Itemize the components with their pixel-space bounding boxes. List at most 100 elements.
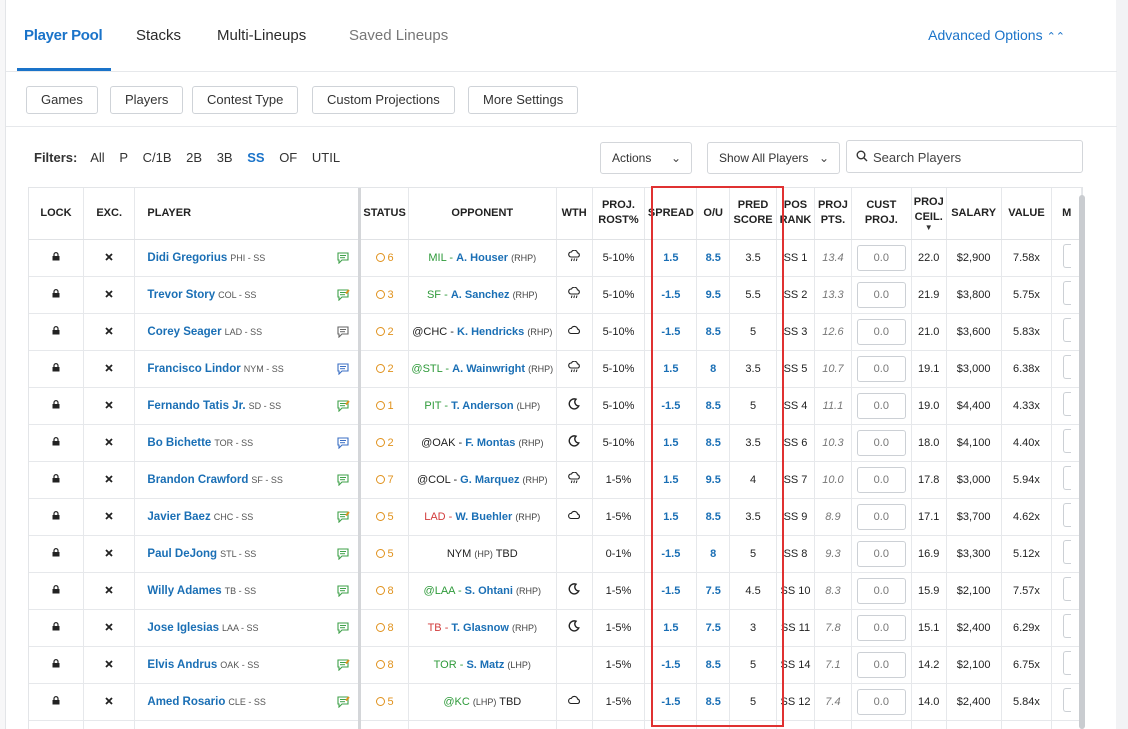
opponent-pitcher[interactable]: T. Anderson [451,399,514,412]
exclude-toggle[interactable] [83,350,136,388]
more-input[interactable] [1062,355,1071,379]
lock-icon[interactable] [52,510,60,523]
col-weather[interactable]: WTH [556,188,593,240]
col-ou[interactable]: O/U [696,188,731,240]
more-input[interactable] [1062,688,1071,712]
exclude-toggle[interactable] [83,276,136,314]
player-name[interactable]: Paul DeJong [147,547,218,560]
opponent-pitcher[interactable]: S. Matz [466,658,505,671]
filter-of[interactable]: OF [279,150,298,165]
col-proj-ceil[interactable]: PROJ CEIL. ▼ [911,188,947,240]
close-icon[interactable] [105,437,113,449]
notes-icon[interactable] [337,621,350,637]
col-exclude[interactable]: EXC. [83,188,136,240]
notes-icon[interactable] [337,658,351,674]
cust-proj-input[interactable]: 0.0 [856,355,906,382]
filter-3b[interactable]: 3B [216,150,233,165]
col-opponent[interactable]: OPPONENT [408,188,557,240]
player-name[interactable]: Willy Adames [147,584,222,597]
search-input[interactable] [873,147,1073,167]
cust-proj-input[interactable]: 0.0 [856,540,906,567]
opponent-pitcher[interactable]: A. Wainwright [452,362,526,375]
close-icon[interactable] [105,400,113,412]
lock-toggle[interactable] [29,461,84,499]
col-more[interactable]: M [1051,188,1082,240]
notes-icon[interactable] [337,436,350,452]
notes-icon[interactable] [337,325,350,341]
players-button[interactable]: Players [110,86,184,114]
lock-icon[interactable] [52,251,60,264]
player-name[interactable]: Javier Baez [147,510,211,523]
exclude-toggle[interactable] [83,683,136,721]
exclude-toggle[interactable] [83,424,136,462]
advanced-options-toggle[interactable]: Advanced Options ⌃⌃ [928,27,1065,43]
exclude-toggle[interactable] [83,239,136,277]
opponent-pitcher[interactable]: S. Ohtani [464,584,513,597]
player-name[interactable]: Fernando Tatis Jr. [147,399,246,412]
notes-icon[interactable] [337,288,351,304]
notes-icon[interactable] [337,547,350,563]
lock-toggle[interactable] [29,683,84,721]
more-input[interactable] [1062,651,1071,675]
filter-ss[interactable]: SS [247,150,265,165]
exclude-toggle[interactable] [83,609,136,647]
lock-toggle[interactable] [29,572,84,610]
opponent-pitcher[interactable]: K. Hendricks [457,325,525,338]
lock-toggle[interactable] [29,387,84,425]
lock-toggle[interactable] [29,646,84,684]
player-name[interactable]: Corey Seager [147,325,222,338]
lock-icon[interactable] [52,436,60,449]
col-salary[interactable]: SALARY [946,188,1002,240]
filter-all[interactable]: All [90,150,105,165]
close-icon[interactable] [105,511,113,523]
close-icon[interactable] [105,585,113,597]
more-input[interactable] [1062,281,1071,305]
cust-proj-input[interactable]: 0.0 [856,318,906,345]
opponent-pitcher[interactable]: T. Glasnow [451,621,509,634]
custom-projections-button[interactable]: Custom Projections [312,86,455,114]
lock-icon[interactable] [52,473,60,486]
opponent-pitcher[interactable]: A. Sanchez [450,288,510,301]
lock-toggle[interactable] [29,535,84,573]
notes-icon[interactable] [337,399,351,415]
notes-icon[interactable] [337,584,350,600]
tab-stacks[interactable]: Stacks [136,27,182,44]
player-name[interactable]: Amed Rosario [147,695,226,708]
close-icon[interactable] [105,696,113,708]
games-button[interactable]: Games [26,86,98,114]
cust-proj-input[interactable]: 0.0 [856,577,906,604]
close-icon[interactable] [105,252,113,264]
cust-proj-input[interactable]: 0.0 [856,429,906,456]
notes-icon[interactable] [337,473,350,489]
exclude-toggle[interactable] [83,572,136,610]
lock-icon[interactable] [52,695,60,708]
col-pred-score[interactable]: PRED SCORE [729,188,778,240]
player-name[interactable]: Jose Iglesias [147,621,220,634]
exclude-toggle[interactable] [83,387,136,425]
close-icon[interactable] [105,622,113,634]
lock-toggle[interactable] [29,350,84,388]
notes-icon[interactable] [337,251,350,267]
opponent-pitcher[interactable]: A. Houser [456,251,509,264]
filter-c1b[interactable]: C/1B [142,150,172,165]
more-input[interactable] [1062,540,1071,564]
close-icon[interactable] [105,326,113,338]
lock-icon[interactable] [52,621,60,634]
lock-toggle[interactable] [29,424,84,462]
close-icon[interactable] [105,363,113,375]
lock-icon[interactable] [52,584,60,597]
opponent-pitcher[interactable]: F. Montas [465,436,516,449]
lock-toggle[interactable] [29,276,84,314]
more-input[interactable] [1062,466,1071,490]
more-input[interactable] [1062,318,1071,342]
exclude-toggle[interactable] [83,646,136,684]
notes-icon[interactable] [337,510,351,526]
col-spread[interactable]: SPREAD [644,188,698,240]
col-status[interactable]: STATUS [359,188,409,240]
lock-toggle[interactable] [29,609,84,647]
player-name[interactable]: Francisco Lindor [147,362,241,375]
exclude-toggle[interactable] [83,461,136,499]
tab-player-pool[interactable]: Player Pool [24,27,103,44]
more-settings-button[interactable]: More Settings [468,86,579,114]
close-icon[interactable] [105,289,113,301]
